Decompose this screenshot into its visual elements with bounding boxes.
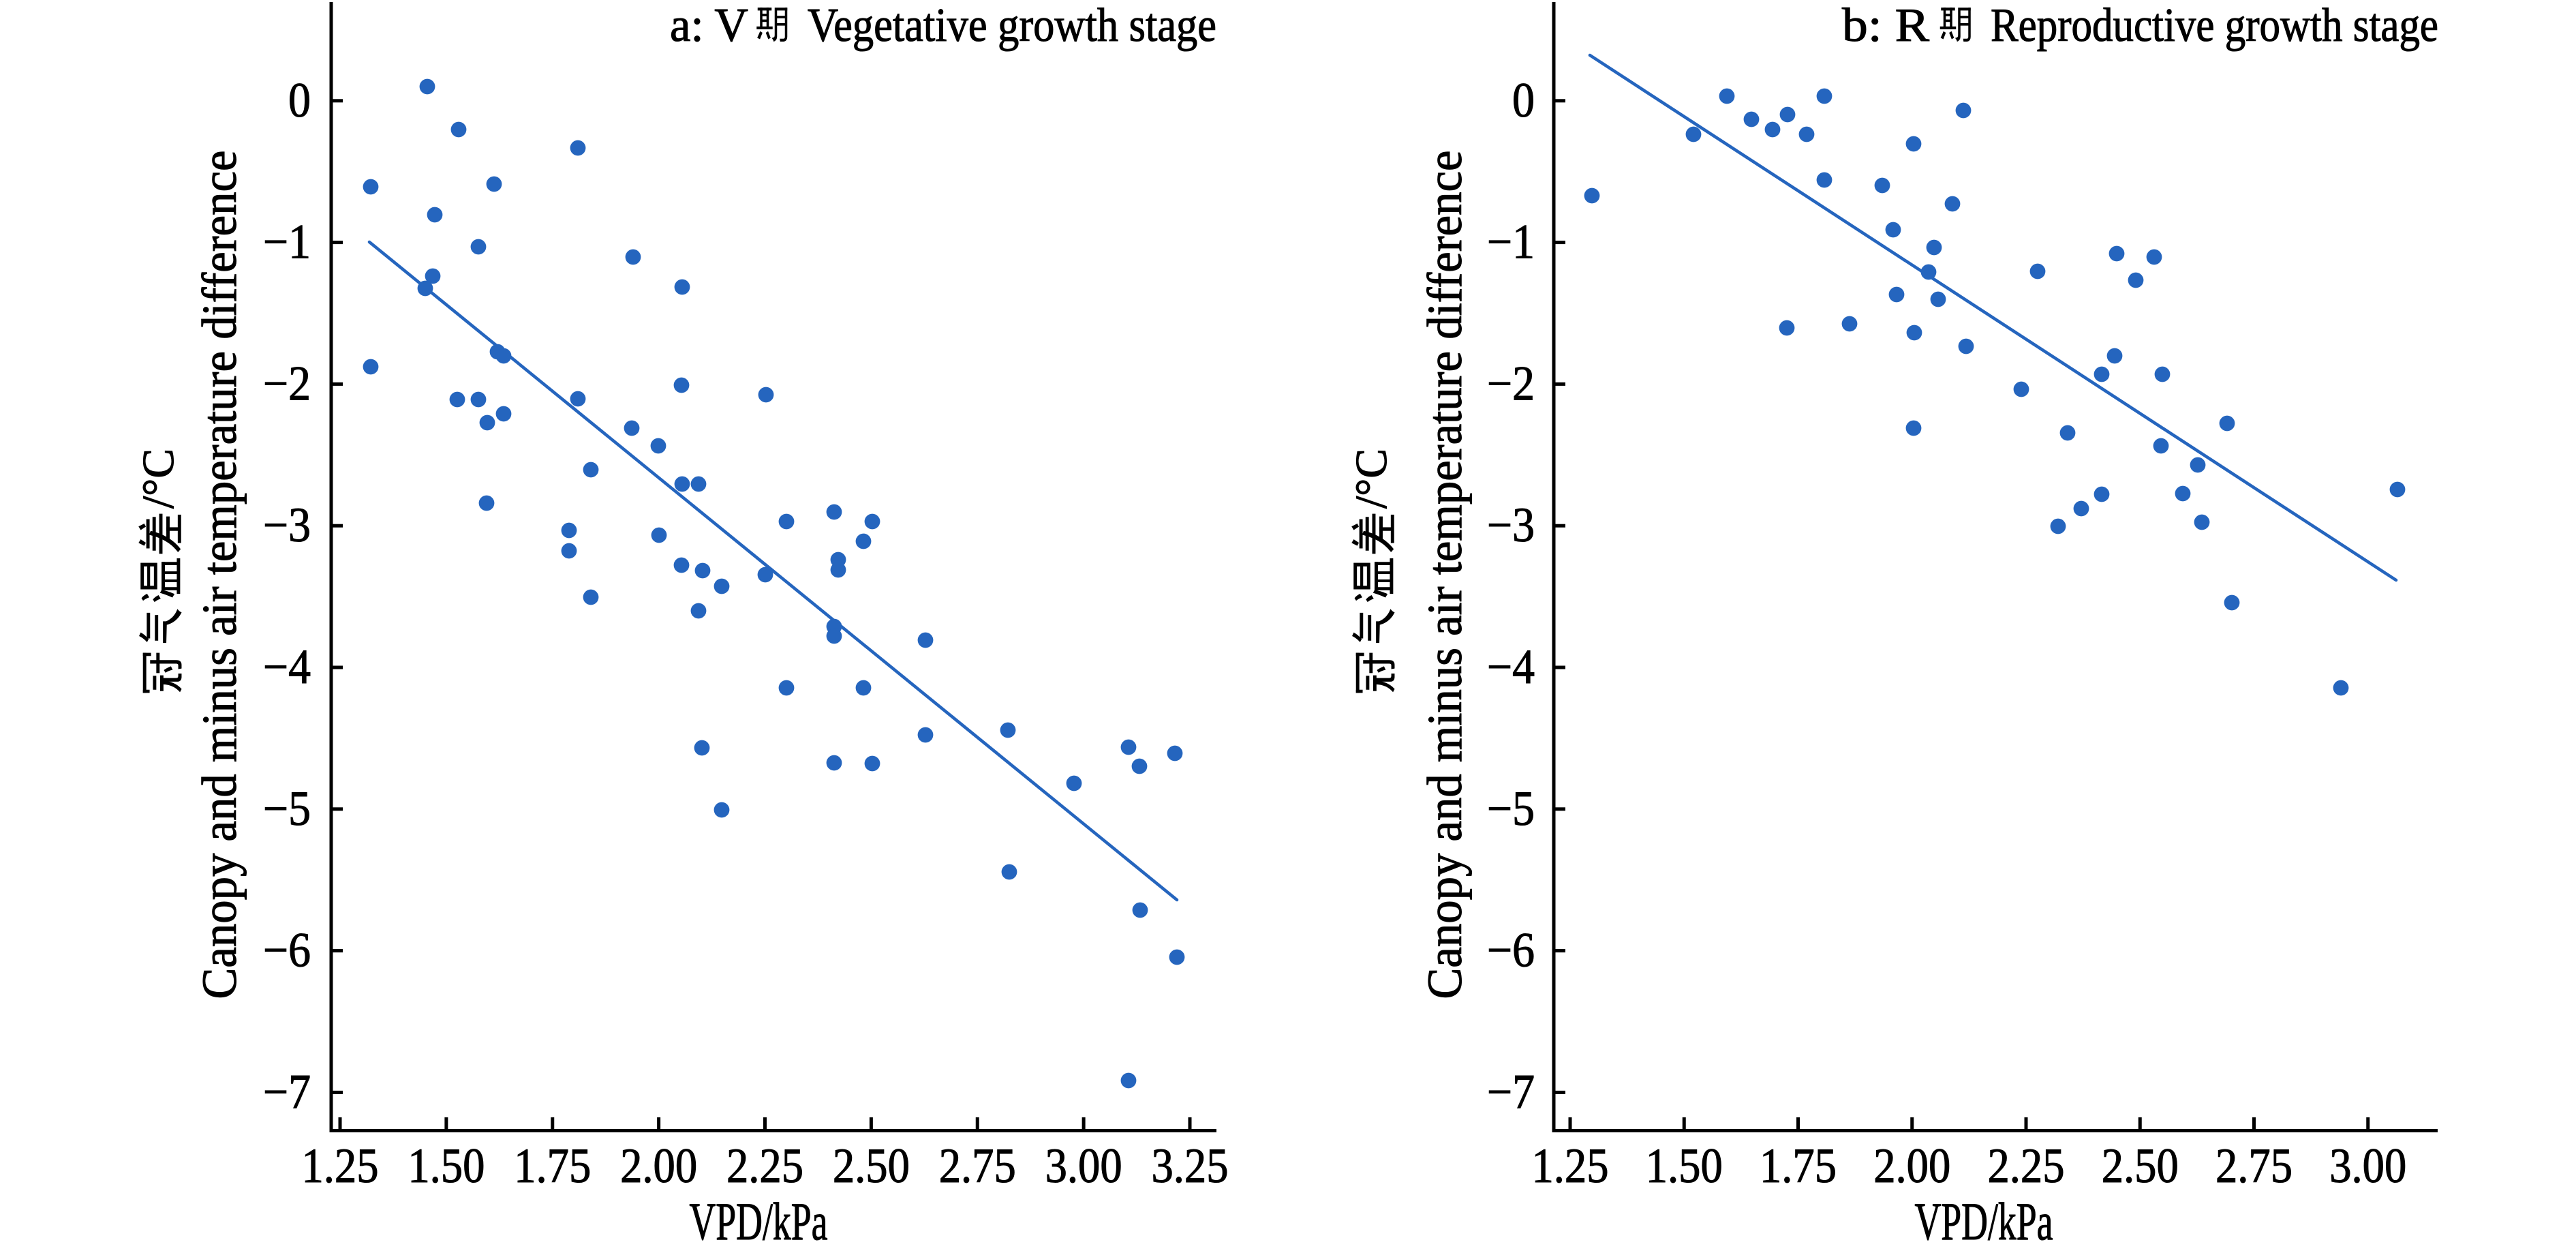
svg-text:−4: −4 bbox=[263, 639, 311, 694]
svg-text:2.25: 2.25 bbox=[726, 1138, 803, 1193]
svg-text:−6: −6 bbox=[263, 923, 311, 978]
svg-text:1.50: 1.50 bbox=[408, 1138, 485, 1193]
svg-text:2.75: 2.75 bbox=[939, 1138, 1016, 1193]
svg-text:−3: −3 bbox=[263, 498, 311, 552]
svg-text:2.25: 2.25 bbox=[1988, 1138, 2065, 1193]
svg-text:−2: −2 bbox=[263, 356, 311, 410]
svg-text:−4: −4 bbox=[1487, 639, 1535, 694]
svg-text:1.75: 1.75 bbox=[514, 1138, 591, 1193]
svg-text:1.50: 1.50 bbox=[1646, 1138, 1723, 1193]
svg-text:−7: −7 bbox=[263, 1064, 311, 1119]
svg-text:2.50: 2.50 bbox=[2102, 1138, 2179, 1193]
svg-text:2.00: 2.00 bbox=[1873, 1138, 1950, 1193]
svg-text:2.75: 2.75 bbox=[2215, 1138, 2293, 1193]
svg-text:1.25: 1.25 bbox=[302, 1138, 379, 1193]
svg-text:b: R: b: R bbox=[1842, 0, 1929, 52]
svg-text:/°C: /°C bbox=[1347, 449, 1396, 509]
svg-text:0: 0 bbox=[288, 73, 311, 127]
svg-text:1.25: 1.25 bbox=[1532, 1138, 1609, 1193]
svg-text:Vegetative growth stage: Vegetative growth stage bbox=[808, 0, 1216, 52]
svg-text:−6: −6 bbox=[1487, 923, 1535, 978]
svg-text:−2: −2 bbox=[1487, 356, 1535, 410]
svg-text:1.75: 1.75 bbox=[1760, 1138, 1837, 1193]
svg-text:−1: −1 bbox=[263, 215, 311, 269]
svg-text:−5: −5 bbox=[1487, 781, 1535, 836]
svg-text:3.00: 3.00 bbox=[2329, 1138, 2406, 1193]
svg-text:−5: −5 bbox=[263, 781, 311, 836]
svg-text:0: 0 bbox=[1512, 73, 1535, 127]
svg-text:VPD/kPa: VPD/kPa bbox=[690, 1192, 828, 1251]
svg-text:−1: −1 bbox=[1487, 215, 1535, 269]
svg-text:2.50: 2.50 bbox=[833, 1138, 910, 1193]
svg-text:3.00: 3.00 bbox=[1045, 1138, 1122, 1193]
svg-text:3.25: 3.25 bbox=[1152, 1138, 1229, 1193]
svg-text:VPD/kPa: VPD/kPa bbox=[1915, 1192, 2053, 1251]
svg-text:Reproductive growth stage: Reproductive growth stage bbox=[1991, 0, 2438, 52]
svg-text:Canopy and minus air temperatu: Canopy and minus air temperature differe… bbox=[1417, 151, 1472, 999]
svg-text:a: V: a: V bbox=[670, 0, 748, 52]
svg-text:−3: −3 bbox=[1487, 498, 1535, 552]
svg-text:Canopy and minus air temperatu: Canopy and minus air temperature differe… bbox=[192, 151, 247, 999]
svg-text:/°C: /°C bbox=[134, 449, 183, 509]
svg-text:2.00: 2.00 bbox=[620, 1138, 697, 1193]
svg-text:−7: −7 bbox=[1487, 1064, 1535, 1119]
